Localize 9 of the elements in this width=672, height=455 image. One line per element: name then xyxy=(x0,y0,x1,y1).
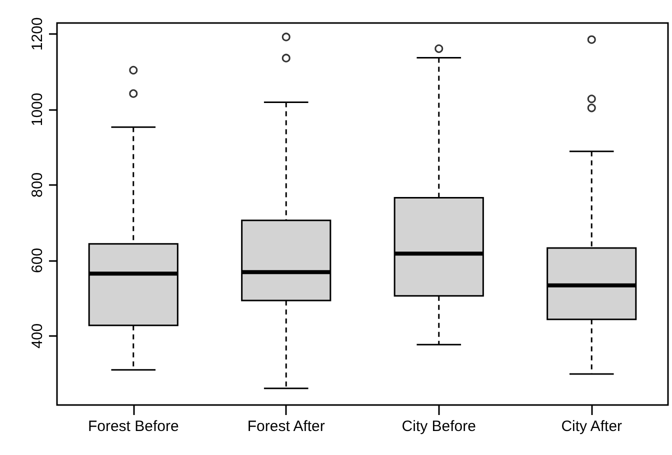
y-tick-label: 800 xyxy=(29,172,46,198)
y-tick-label: 600 xyxy=(29,248,46,273)
x-tick-label: Forest After xyxy=(247,418,325,435)
y-tick-label: 400 xyxy=(29,323,46,348)
y-tick-label: 1200 xyxy=(29,17,46,51)
y-tick-label: 1000 xyxy=(29,92,46,126)
x-tick-label: City After xyxy=(561,418,622,435)
x-tick-label: City Before xyxy=(402,418,476,435)
x-tick-label: Forest Before xyxy=(88,418,179,435)
